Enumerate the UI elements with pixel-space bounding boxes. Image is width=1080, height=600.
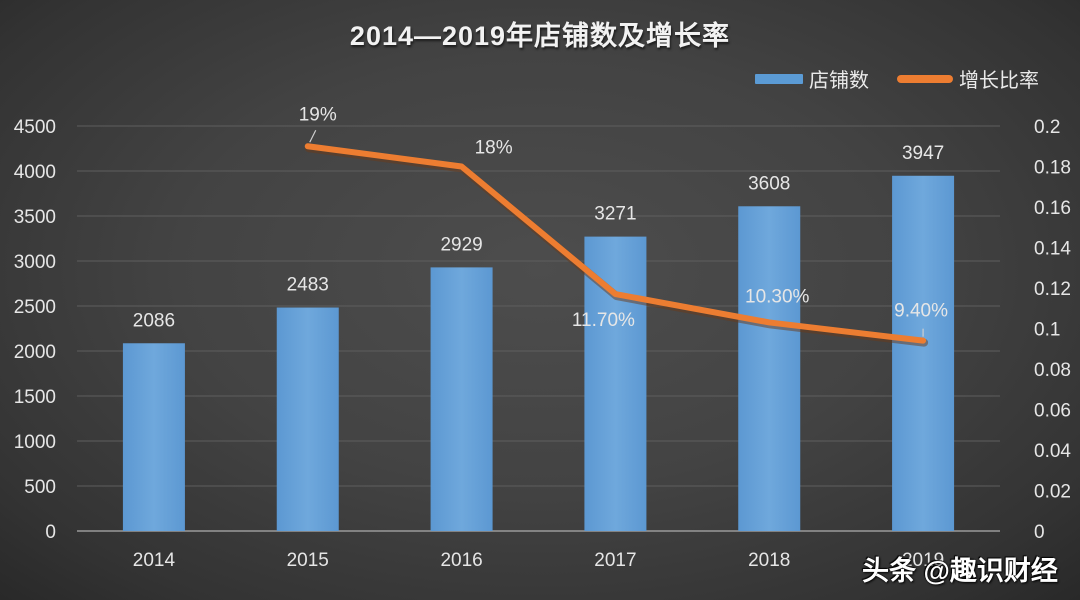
bar-value-label: 3271 <box>594 204 636 225</box>
left-axis-tick: 1500 <box>14 387 56 408</box>
bar-swatch-icon <box>755 73 803 84</box>
bar <box>584 236 647 532</box>
line-value-label: 19% <box>299 104 337 125</box>
bar <box>892 175 955 531</box>
line-value-label: 10.30% <box>745 286 810 307</box>
bar-data-labels: 2086 2483 2929 3271 3608 3947 <box>133 143 944 331</box>
right-axis-tick: 0.08 <box>1034 360 1071 381</box>
right-axis-tick: 0.12 <box>1034 279 1071 300</box>
x-axis-tick: 2015 <box>287 550 329 571</box>
bar-value-label: 2086 <box>133 310 175 331</box>
left-axis-tick: 2500 <box>14 297 56 318</box>
left-axis-tick: 3000 <box>14 252 56 273</box>
bar <box>430 267 493 531</box>
legend-item-growth: 增长比率 <box>897 64 1039 93</box>
line-value-label: 18% <box>475 138 513 159</box>
watermark: 头条 @趣识财经 <box>862 556 1058 586</box>
line-value-label: 9.40% <box>894 301 948 322</box>
right-axis-tick: 0.14 <box>1034 239 1071 260</box>
x-axis-tick: 2018 <box>748 550 790 571</box>
left-axis-tick: 500 <box>24 477 56 498</box>
bar-value-label: 3947 <box>902 143 944 164</box>
x-axis-tick: 2014 <box>133 550 176 571</box>
x-axis: 2014 2015 2016 2017 2018 2019 <box>133 550 944 571</box>
legend-label-stores: 店铺数 <box>809 70 869 92</box>
chart-title: 2014—2019年店铺数及增长率 <box>349 21 731 51</box>
right-axis-tick: 0.1 <box>1034 320 1060 341</box>
left-axis-tick: 4000 <box>14 162 56 183</box>
right-axis-tick: 0 <box>1034 522 1045 543</box>
growth-line <box>304 143 927 344</box>
right-axis-tick: 0.04 <box>1034 441 1071 462</box>
left-axis-tick: 1000 <box>14 432 56 453</box>
line-swatch-icon <box>897 74 953 83</box>
bar <box>276 307 339 531</box>
x-axis-tick: 2017 <box>594 550 636 571</box>
left-axis-tick: 4500 <box>14 117 56 138</box>
right-axis-tick: 0.2 <box>1034 117 1060 138</box>
right-axis-tick: 0.02 <box>1034 482 1071 503</box>
x-axis-tick: 2016 <box>440 550 482 571</box>
legend-label-growth: 增长比率 <box>959 70 1039 92</box>
line-data-labels: 19% 18% 11.70% 10.30% 9.40% <box>299 104 948 337</box>
left-axis-tick: 3500 <box>14 207 56 228</box>
left-axis-tick: 2000 <box>14 342 56 363</box>
line-value-label: 11.70% <box>572 310 635 331</box>
right-axis-tick: 0.16 <box>1034 198 1071 219</box>
bar-series <box>122 175 955 532</box>
right-axis-tick: 0.18 <box>1034 158 1071 179</box>
right-axis: 0 0.02 0.04 0.06 0.08 0.1 0.12 0.14 0.16 0.18 0.2 <box>1034 117 1071 543</box>
bar <box>738 206 801 531</box>
legend-item-stores: 店铺数 <box>755 64 869 93</box>
line-series <box>304 143 929 347</box>
x-axis-tick: 2019 <box>902 550 944 571</box>
bar-value-label: 3608 <box>748 173 790 194</box>
chart-legend: 店铺数 增长比率 <box>755 64 1059 93</box>
left-axis: 0 500 1000 1500 2000 2500 3000 3500 4000 4500 <box>14 117 56 543</box>
bar <box>122 343 185 531</box>
bar-value-label: 2929 <box>440 234 482 255</box>
left-axis-tick: 0 <box>45 522 56 543</box>
gridlines <box>77 125 1000 532</box>
right-axis-tick: 0.06 <box>1034 401 1071 422</box>
bar-value-label: 2483 <box>287 275 329 296</box>
